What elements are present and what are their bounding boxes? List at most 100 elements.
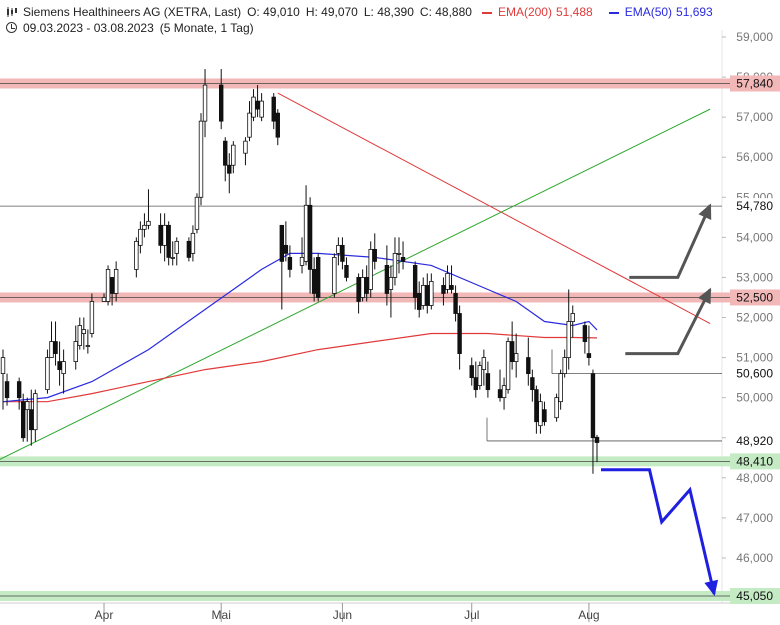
candle-body-up <box>113 269 119 294</box>
value-label: 50,600 <box>736 367 773 381</box>
candle <box>255 85 260 118</box>
candle <box>283 221 289 262</box>
candle-body-up <box>170 256 175 259</box>
candle-body-down <box>29 409 34 431</box>
trend-line-uptrend <box>0 108 711 460</box>
candle <box>247 101 252 142</box>
candle-body-down <box>356 277 361 302</box>
candle-body-up <box>251 96 256 118</box>
arrow-shaft <box>601 468 716 595</box>
candle-body-up <box>45 357 50 391</box>
candle-body-down <box>594 436 600 443</box>
candle-body-down <box>473 377 478 391</box>
candle <box>562 349 567 378</box>
candle <box>0 349 6 410</box>
candle <box>586 325 592 366</box>
candle-body-up <box>392 252 398 278</box>
candle <box>146 189 151 230</box>
candle-body-down <box>315 256 321 298</box>
candle-body-up <box>360 277 365 298</box>
candle <box>421 277 426 310</box>
candle <box>558 369 563 410</box>
x-tick-label: Aug <box>578 608 599 622</box>
y-tick-label: 53,000 <box>736 270 773 284</box>
y-tick-label: 56,000 <box>736 150 773 164</box>
candle <box>590 369 596 474</box>
y-tick-label: 52,000 <box>736 311 773 325</box>
candle <box>336 237 341 266</box>
candle <box>227 153 232 194</box>
candle-body-down <box>4 381 10 399</box>
candle-body-up <box>388 277 394 290</box>
candle-body-down <box>227 164 232 174</box>
candle-body-up <box>231 144 236 166</box>
candle-body-up <box>0 357 6 375</box>
candle <box>400 241 406 270</box>
candle <box>473 361 478 398</box>
candle-body-up <box>396 252 402 255</box>
ema200-value: 51,488 <box>555 5 593 19</box>
ema50-swatch <box>608 11 619 14</box>
candle <box>582 321 588 354</box>
candle <box>89 293 95 338</box>
candle-body-down <box>457 313 462 354</box>
arrow-scenario-down <box>601 468 719 596</box>
candle <box>174 237 179 266</box>
candle <box>287 245 293 278</box>
candle-body-down <box>497 389 503 399</box>
candle-body-up <box>77 325 82 346</box>
candle-body-down <box>219 84 224 122</box>
candle <box>73 325 78 370</box>
candle <box>25 397 30 442</box>
low-value: L: 48,390 <box>363 5 414 19</box>
value-label: 52,500 <box>736 290 773 304</box>
candle <box>485 361 491 398</box>
candle <box>61 349 66 394</box>
candle <box>570 305 575 338</box>
y-tick-label: 54,000 <box>736 230 773 244</box>
candle-body-up <box>243 140 248 154</box>
candle-body-down <box>275 112 280 138</box>
candle-body-up <box>429 281 434 306</box>
candle <box>340 237 345 270</box>
candle-body-up <box>554 397 559 419</box>
y-tick-label: 59,000 <box>736 30 773 44</box>
legend-ema200: EMA(200) 51,488 <box>478 5 599 19</box>
candle <box>158 213 163 254</box>
candle <box>360 269 365 302</box>
candle-body-up <box>174 240 179 254</box>
candle-body-up <box>570 313 575 322</box>
value-label-bg <box>730 432 780 449</box>
instrument-title: Siemens Healthineers AG (XETRA, Last) <box>23 5 242 19</box>
candle-body-up <box>566 321 571 358</box>
x-tick-label: Apr <box>95 608 114 622</box>
ema200-line <box>3 332 598 403</box>
candle <box>57 341 62 386</box>
candle <box>303 185 309 266</box>
candle-body-up <box>513 353 519 362</box>
candle-body-down <box>344 265 349 278</box>
candle <box>542 401 547 426</box>
candle <box>453 285 458 322</box>
candle-body-down <box>311 269 317 294</box>
candle-body-down <box>109 277 115 294</box>
candle-body-down <box>400 256 406 262</box>
ema200-label: EMA(200) <box>497 5 552 19</box>
candle <box>223 137 228 182</box>
candle-body-up <box>81 329 87 334</box>
candle <box>388 265 394 318</box>
y-tick-label: 48,000 <box>736 471 773 485</box>
candle-body-up <box>101 297 107 302</box>
x-tick-label: Jul <box>464 608 479 622</box>
candle-body-down <box>307 204 313 270</box>
candle <box>162 213 167 262</box>
candle <box>138 221 143 254</box>
candle-body-up <box>332 256 337 294</box>
candle-body-down <box>279 224 285 262</box>
candle-body-up <box>194 196 200 230</box>
arrow-shaft <box>629 204 712 279</box>
candle <box>113 261 119 302</box>
candle-body-down <box>590 373 596 439</box>
candle <box>307 197 313 294</box>
